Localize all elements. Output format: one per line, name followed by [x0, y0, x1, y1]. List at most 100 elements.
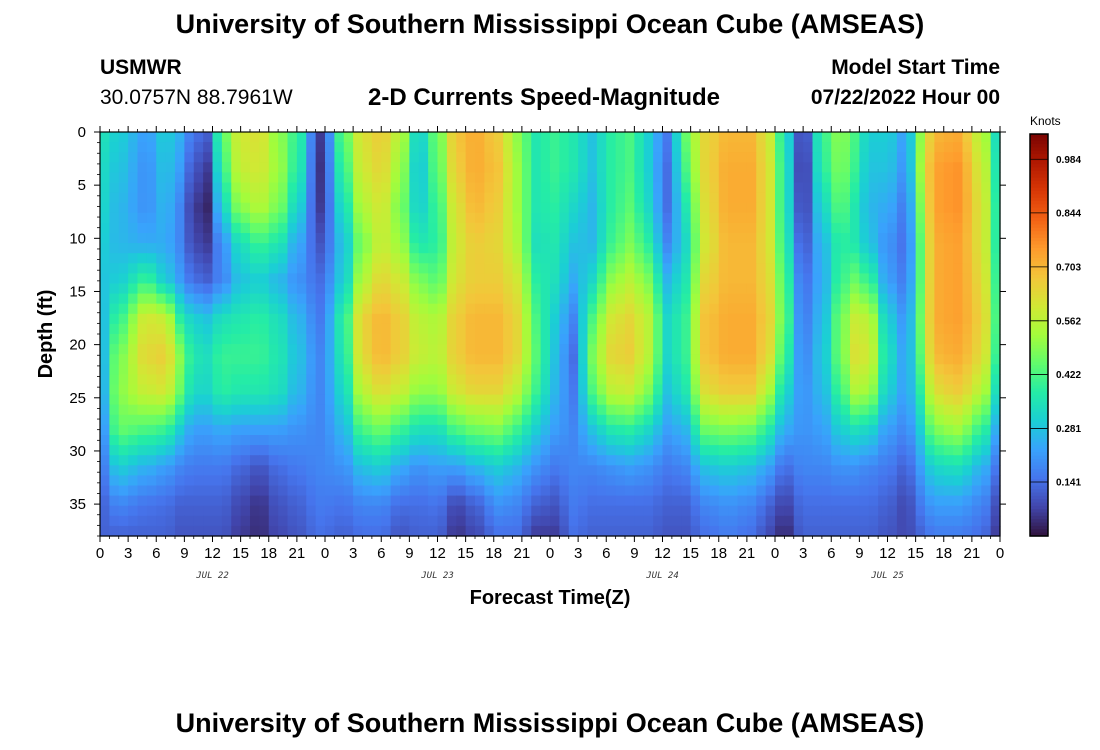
colorbar-label: 0.562: [1056, 316, 1081, 327]
heat-cell: [100, 374, 110, 386]
heat-cell: [325, 273, 335, 285]
heat-cell: [681, 525, 692, 537]
heat-cell: [353, 344, 364, 355]
heat-cell: [531, 253, 542, 264]
heat-cell: [184, 172, 195, 184]
heat-cell: [456, 505, 467, 517]
heat-cell: [859, 142, 870, 153]
heat-cell: [325, 485, 335, 497]
heat-cell: [812, 475, 823, 487]
heat-cell: [850, 212, 860, 224]
heat-cell: [475, 162, 485, 173]
heat-cell: [990, 273, 1001, 285]
heat-cell: [896, 354, 907, 365]
heat-cell: [784, 263, 795, 274]
heat-cell: [775, 303, 785, 315]
heat-cell: [634, 303, 645, 315]
heat-cell: [353, 445, 364, 456]
heat-cell: [343, 303, 354, 315]
heat-cell: [990, 424, 1001, 436]
heat-cell: [400, 273, 410, 285]
heat-cell: [700, 414, 710, 426]
heat-cell: [503, 233, 514, 244]
heat-cell: [306, 364, 317, 375]
x-tick-label: 3: [124, 545, 132, 562]
heat-cell: [250, 142, 260, 153]
heat-cell: [540, 253, 551, 264]
heat-cell: [353, 162, 364, 173]
heat-cell: [606, 152, 617, 163]
heat-cell: [521, 182, 532, 194]
heat-cell: [334, 515, 345, 527]
heat-cell: [709, 515, 720, 527]
heat-cell: [100, 162, 110, 173]
heat-cell: [175, 142, 185, 153]
heat-cell: [315, 263, 326, 274]
heat-cell: [390, 132, 401, 143]
heat-cell: [690, 152, 701, 163]
heat-cell: [568, 293, 579, 305]
heat-cell: [278, 495, 289, 507]
heat-cell: [146, 485, 157, 497]
heat-cell: [990, 344, 1001, 355]
heat-cell: [400, 172, 410, 184]
heat-cell: [100, 344, 110, 355]
heat-cell: [315, 435, 326, 446]
heat-cell: [165, 374, 176, 386]
heat-cell: [278, 334, 289, 345]
heat-cell: [428, 273, 439, 285]
heat-cell: [118, 424, 129, 436]
heat-cell: [493, 182, 504, 194]
heat-cell: [953, 283, 964, 295]
heat-cell: [746, 293, 757, 305]
heat-cell: [840, 414, 851, 426]
heat-cell: [625, 313, 635, 325]
heat-cell: [268, 132, 279, 143]
heat-cell: [109, 293, 120, 305]
heat-cell: [634, 152, 645, 163]
colorbar-segment: [1030, 140, 1048, 145]
heat-cell: [681, 313, 692, 325]
heat-cell: [212, 293, 223, 305]
heat-cell: [146, 192, 157, 204]
heat-cell: [962, 212, 973, 224]
heat-cell: [662, 273, 673, 285]
heat-cell: [981, 364, 992, 375]
heat-cell: [690, 303, 701, 315]
heat-cell: [156, 334, 167, 345]
heat-cell: [953, 172, 964, 184]
heat-cell: [475, 303, 485, 315]
colorbar-segment: [1030, 375, 1048, 380]
heat-cell: [287, 182, 298, 194]
heat-cell: [362, 273, 373, 285]
heat-cell: [700, 202, 710, 214]
heat-cell: [184, 283, 195, 295]
heat-cell: [559, 182, 570, 194]
heat-cell: [146, 525, 157, 537]
heat-cell: [109, 424, 120, 436]
heat-cell: [784, 435, 795, 446]
heat-cell: [878, 495, 889, 507]
heat-cell: [250, 313, 260, 325]
heat-cell: [231, 424, 242, 436]
heat-cell: [418, 182, 429, 194]
heat-cell: [690, 344, 701, 355]
heat-cell: [728, 162, 739, 173]
heat-cell: [653, 273, 664, 285]
heat-cell: [512, 192, 523, 204]
heat-cell: [390, 142, 401, 153]
colorbar-segment: [1030, 190, 1048, 195]
heat-cell: [446, 323, 457, 335]
heat-cell: [193, 445, 204, 456]
heat-cell: [531, 455, 542, 466]
heat-cell: [559, 212, 570, 224]
heat-cell: [737, 273, 748, 285]
heat-cell: [831, 334, 842, 345]
heat-cell: [662, 394, 673, 406]
heat-cell: [737, 313, 748, 325]
heat-cell: [146, 323, 157, 335]
heat-cell: [953, 515, 964, 527]
colorbar-segment: [1030, 308, 1048, 313]
heat-cell: [362, 334, 373, 345]
heat-cell: [718, 515, 729, 527]
